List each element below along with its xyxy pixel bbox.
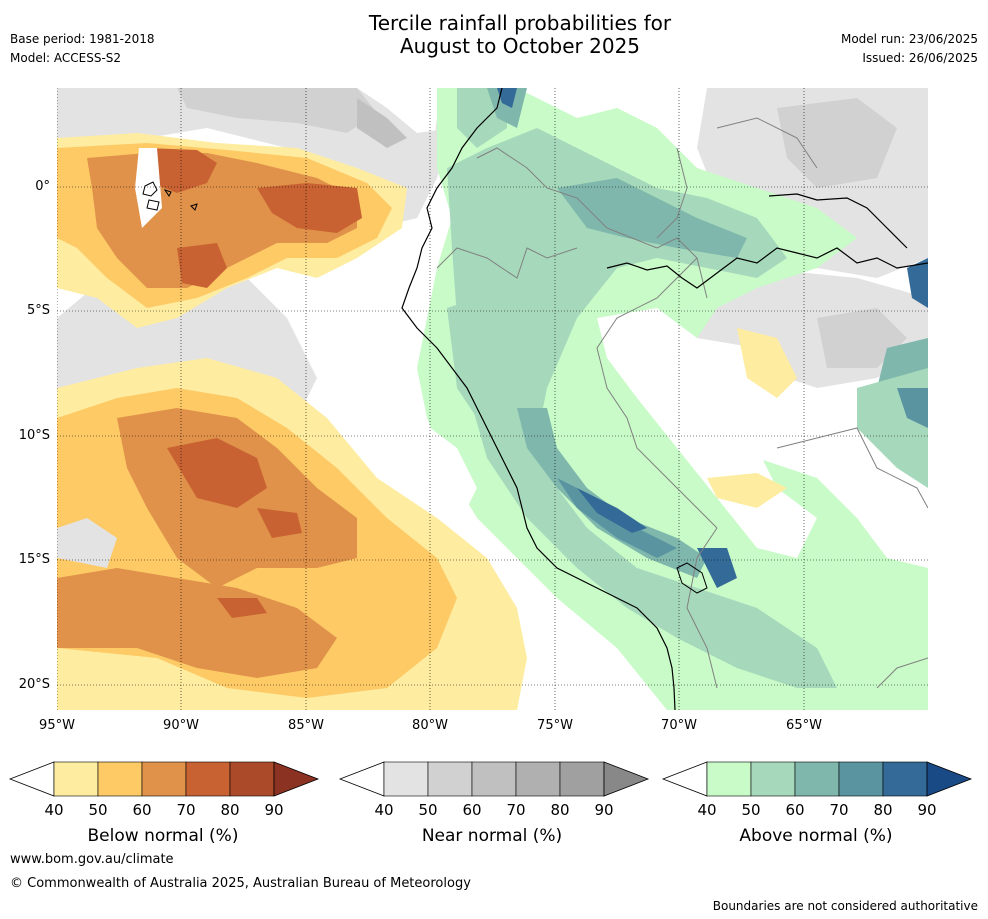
colorbar-right-arrow — [273, 761, 320, 797]
colorbars — [8, 761, 973, 797]
lon-label-75w: 75°W — [537, 718, 573, 733]
colorbar-tick-label: 50 — [418, 801, 438, 819]
galapagos-islands — [142, 181, 198, 211]
colorbar-title-below-normal: Below normal (%) — [87, 826, 239, 846]
lake-titicaca — [676, 562, 708, 594]
colorbar-left-arrow — [661, 761, 708, 797]
title-line-1: Tercile rainfall probabilities for — [368, 11, 672, 35]
colorbar-segment — [559, 761, 605, 797]
colorbar-tick-label: 90 — [917, 801, 937, 819]
colorbar-tick-label: 40 — [697, 801, 717, 819]
colorbar-title-near-normal: Near normal (%) — [421, 826, 563, 846]
colorbar-tick-label: 60 — [785, 801, 805, 819]
website-text: www.bom.gov.au/climate — [10, 852, 174, 867]
colorbar-segment — [794, 761, 840, 797]
country-borders — [436, 117, 928, 689]
issued-text: Issued: 26/06/2025 — [862, 51, 978, 65]
colorbar-segment — [706, 761, 752, 797]
lat-label-15s: 15°S — [18, 552, 50, 567]
copyright-text: © Commonwealth of Australia 2025, Austra… — [10, 876, 471, 891]
colorbar-tick-label: 60 — [132, 801, 152, 819]
colorbar-tick-label: 70 — [176, 801, 196, 819]
colorbar-segment — [383, 761, 429, 797]
colorbar-segment — [141, 761, 187, 797]
rio-negro — [768, 193, 908, 249]
lon-label-80w: 80°W — [412, 718, 448, 733]
colorbar-segment — [427, 761, 473, 797]
colorbar-right-arrow — [603, 761, 650, 797]
lat-label-5s: 5°S — [26, 303, 50, 318]
colorbar-tick-label: 80 — [220, 801, 240, 819]
colorbar-segment — [882, 761, 928, 797]
colorbar-segment — [838, 761, 884, 797]
colorbar-right-arrow — [926, 761, 973, 797]
colorbar-title-above-normal: Above normal (%) — [739, 826, 893, 846]
rainfall-probability-map — [57, 88, 928, 710]
colorbar-above-normal — [661, 761, 973, 797]
below-normal-north — [57, 133, 407, 328]
lat-label-10s: 10°S — [18, 428, 50, 443]
colorbar-segment — [515, 761, 561, 797]
colorbar-tick-label: 80 — [873, 801, 893, 819]
colorbar-tick-label: 90 — [594, 801, 614, 819]
colorbar-segment — [53, 761, 99, 797]
low-signal-patches — [357, 308, 817, 558]
colorbar-tick-label: 80 — [550, 801, 570, 819]
colorbar-left-arrow — [338, 761, 385, 797]
colorbar-below-normal — [8, 761, 320, 797]
colorbar-tick-label: 70 — [829, 801, 849, 819]
map-title: Tercile rainfall probabilities for Augus… — [0, 12, 988, 58]
colorbar-tick-label: 70 — [506, 801, 526, 819]
model-run-text: Model run: 23/06/2025 — [840, 32, 978, 46]
lon-label-70w: 70°W — [661, 718, 697, 733]
lat-label-20s: 20°S — [18, 677, 50, 692]
model-text: Model: ACCESS-S2 — [10, 51, 122, 65]
colorbar-segment — [750, 761, 796, 797]
lon-label-90w: 90°W — [163, 718, 199, 733]
colorbar-tick-label: 90 — [264, 801, 284, 819]
colorbar-tick-label: 40 — [44, 801, 64, 819]
lon-label-65w: 65°W — [786, 718, 822, 733]
colorbar-tick-label: 40 — [374, 801, 394, 819]
colorbar-segment — [471, 761, 517, 797]
colorbar-tick-label: 50 — [88, 801, 108, 819]
lon-label-95w: 95°W — [39, 718, 75, 733]
lon-label-85w: 85°W — [288, 718, 324, 733]
colorbar-near-normal — [338, 761, 650, 797]
disclaimer-text: Boundaries are not considered authoritat… — [712, 899, 978, 913]
colorbar-segment — [97, 761, 143, 797]
base-period-text: Base period: 1981-2018 — [10, 32, 155, 46]
colorbar-segment — [229, 761, 275, 797]
amazon-river — [606, 247, 928, 289]
coastline — [401, 88, 676, 710]
colorbar-tick-label: 60 — [462, 801, 482, 819]
colorbar-tick-label: 50 — [741, 801, 761, 819]
below-normal-south — [57, 358, 527, 710]
colorbar-segment — [185, 761, 231, 797]
lat-label-0: 0° — [35, 179, 50, 194]
colorbar-left-arrow — [8, 761, 55, 797]
map-gridlines — [57, 88, 928, 710]
title-line-2: August to October 2025 — [399, 34, 641, 58]
